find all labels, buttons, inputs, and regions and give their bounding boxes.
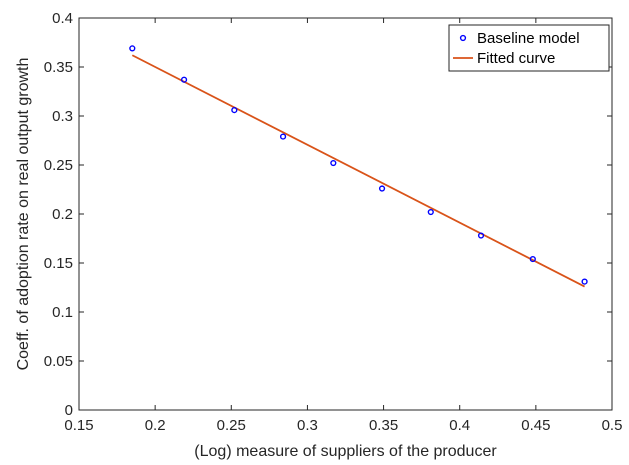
y-tick-label: 0.15 <box>44 255 73 272</box>
y-tick-label: 0.1 <box>52 304 73 321</box>
x-tick-label: 0.3 <box>297 417 318 434</box>
data-point <box>129 45 136 52</box>
y-tick-label: 0.4 <box>52 10 73 27</box>
data-point <box>529 255 536 263</box>
x-tick-label: 0.15 <box>64 417 93 434</box>
legend-entry-label: Baseline model <box>477 30 580 47</box>
x-tick-label: 0.5 <box>602 417 623 434</box>
data-point <box>180 76 188 83</box>
data-point <box>378 185 386 192</box>
y-axis-label: Coeff. of adoption rate on real output g… <box>15 58 32 371</box>
x-tick-label: 0.35 <box>369 417 398 434</box>
data-point <box>477 232 485 239</box>
legend-entry-label: Fitted curve <box>477 50 555 67</box>
legend: Baseline model Fitted curve <box>448 24 610 72</box>
y-tick-label: 0.35 <box>44 59 73 76</box>
y-tick-label: 0.2 <box>52 206 73 223</box>
legend-box <box>448 24 610 72</box>
x-tick-label: 0.45 <box>521 417 550 434</box>
data-point <box>581 278 588 285</box>
y-tick-label: 0.3 <box>52 108 73 125</box>
data-point <box>427 208 434 216</box>
y-tick-label: 0 <box>65 402 73 419</box>
y-tick-label: 0.25 <box>44 157 73 174</box>
data-point <box>231 107 238 114</box>
y-tick-label: 0.05 <box>44 353 73 370</box>
x-axis-label: (Log) measure of suppliers of the produc… <box>194 443 497 460</box>
plot-area <box>79 18 612 410</box>
legend-marker-baseline <box>459 34 467 42</box>
x-tick-label: 0.2 <box>145 417 166 434</box>
data-point <box>330 159 337 167</box>
fitted-curve-line <box>131 54 585 288</box>
x-tick-label: 0.25 <box>217 417 246 434</box>
x-tick-label: 0.4 <box>449 417 470 434</box>
data-point <box>279 133 287 140</box>
